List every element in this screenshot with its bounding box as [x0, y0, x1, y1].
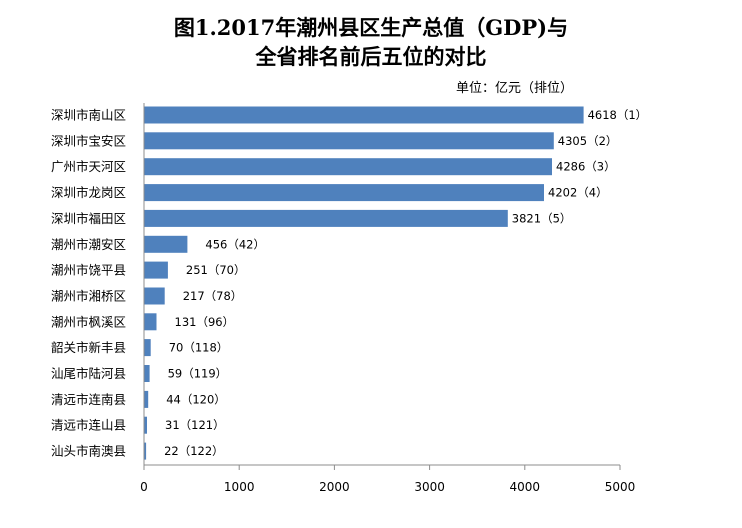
category-label-5: 潮州市潮安区: [51, 237, 126, 252]
data-label-8: 131（96）: [175, 315, 235, 329]
category-label-2: 广州市天河区: [51, 159, 126, 174]
data-label-6: 251（70）: [186, 263, 246, 277]
data-label-9: 70（118）: [169, 341, 229, 355]
x-tick-label-1: 1000: [224, 480, 255, 494]
category-label-10: 汕尾市陆河县: [51, 366, 126, 381]
category-label-9: 韶关市新丰县: [51, 340, 126, 355]
data-label-1: 4305（2）: [558, 134, 618, 148]
category-label-4: 深圳市福田区: [51, 211, 126, 226]
data-label-4: 3821（5）: [512, 211, 572, 225]
bar-7: [144, 287, 165, 305]
category-label-12: 清远市连山县: [51, 418, 126, 433]
bar-10: [144, 365, 150, 382]
x-tick-label-3: 3000: [414, 480, 445, 494]
data-label-0: 4618（1）: [588, 108, 648, 122]
data-label-3: 4202（4）: [548, 186, 608, 200]
data-labels-group: 4618（1） 4305（2） 4286（3） 4202（4） 3821（5） 456（4…: [164, 108, 647, 458]
bar-1: [144, 132, 554, 150]
category-label-13: 汕头市南澳县: [51, 444, 126, 459]
category-label-3: 深圳市龙岗区: [51, 185, 126, 200]
data-label-12: 31（121）: [165, 418, 225, 432]
x-tick-label-0: 0: [140, 480, 148, 494]
chart-title-line-2: 全省排名前后五位的对比: [255, 44, 487, 69]
bar-12: [144, 416, 147, 434]
data-label-5: 456（42）: [205, 237, 265, 251]
data-label-10: 59（119）: [168, 367, 228, 381]
data-label-11: 44（120）: [166, 392, 226, 406]
bar-3: [144, 184, 544, 202]
bar-2: [144, 158, 552, 176]
data-label-2: 4286（3）: [556, 160, 616, 174]
category-label-1: 深圳市宝安区: [51, 133, 126, 148]
bar-6: [144, 261, 168, 279]
category-label-6: 潮州市饶平县: [51, 263, 126, 278]
bars-group: [144, 106, 584, 460]
x-tick-label-4: 4000: [510, 480, 541, 494]
bar-13: [144, 442, 147, 460]
data-label-13: 22（122）: [164, 444, 224, 458]
data-label-7: 217（78）: [183, 289, 243, 303]
category-label-7: 潮州市湘桥区: [51, 289, 126, 304]
category-label-11: 清远市连南县: [51, 392, 126, 407]
bar-11: [144, 390, 149, 408]
bar-5: [144, 235, 188, 253]
category-label-8: 潮州市枫溪区: [51, 314, 126, 329]
unit-note: 单位：亿元（排位）: [456, 81, 574, 96]
bar-9: [144, 339, 151, 357]
x-tick-label-2: 2000: [319, 480, 350, 494]
category-labels-group: 深圳市南山区深圳市宝安区广州市天河区深圳市龙岗区深圳市福田区潮州市潮安区潮州市饶…: [51, 108, 126, 459]
category-label-0: 深圳市南山区: [51, 108, 126, 123]
chart-title-line-1: 图1.2017年潮州县区生产总值（GDP)与: [173, 15, 569, 40]
bar-4: [144, 209, 508, 227]
bar-0: [144, 106, 584, 124]
x-ticks-group: 0 1000 2000 3000 4000 5000: [140, 465, 635, 494]
x-tick-label-5: 5000: [605, 480, 636, 494]
bar-8: [144, 313, 157, 331]
